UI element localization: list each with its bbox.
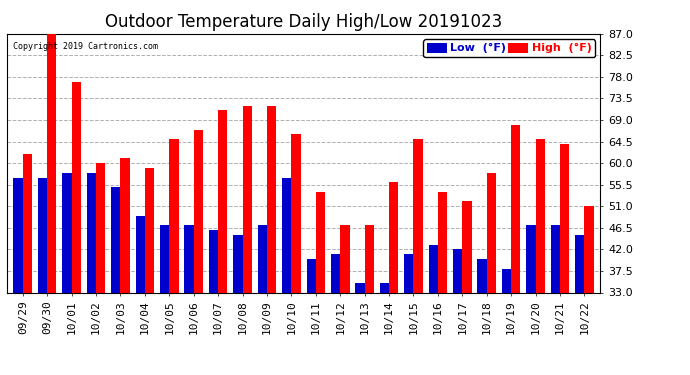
Bar <box>243 106 252 292</box>
Bar <box>233 235 243 292</box>
Bar <box>511 125 520 292</box>
Bar <box>184 225 194 292</box>
Bar <box>23 153 32 292</box>
Bar <box>560 144 569 292</box>
Bar <box>14 177 23 292</box>
Bar <box>526 225 535 292</box>
Bar <box>121 158 130 292</box>
Bar <box>62 173 72 292</box>
Bar <box>462 201 471 292</box>
Bar <box>364 225 374 292</box>
Legend: Low  (°F), High  (°F): Low (°F), High (°F) <box>423 39 595 57</box>
Bar <box>111 187 121 292</box>
Bar <box>316 192 325 292</box>
Bar <box>218 110 228 292</box>
Text: Copyright 2019 Cartronics.com: Copyright 2019 Cartronics.com <box>13 42 158 51</box>
Bar <box>306 259 316 292</box>
Bar <box>257 225 267 292</box>
Bar <box>389 182 398 292</box>
Bar <box>486 173 496 292</box>
Bar <box>404 254 413 292</box>
Bar <box>502 268 511 292</box>
Bar <box>340 225 350 292</box>
Bar <box>72 82 81 292</box>
Bar <box>477 259 486 292</box>
Bar <box>282 177 291 292</box>
Bar <box>575 235 584 292</box>
Bar <box>438 192 447 292</box>
Bar <box>331 254 340 292</box>
Bar <box>355 283 364 292</box>
Bar <box>380 283 389 292</box>
Bar <box>169 139 179 292</box>
Title: Outdoor Temperature Daily High/Low 20191023: Outdoor Temperature Daily High/Low 20191… <box>105 13 502 31</box>
Bar <box>87 173 96 292</box>
Bar <box>194 130 203 292</box>
Bar <box>160 225 169 292</box>
Bar <box>47 29 57 292</box>
Bar <box>136 216 145 292</box>
Bar <box>291 134 301 292</box>
Bar <box>209 230 218 292</box>
Bar <box>584 206 593 292</box>
Bar <box>551 225 560 292</box>
Bar <box>38 177 47 292</box>
Bar <box>535 139 545 292</box>
Bar <box>413 139 423 292</box>
Bar <box>96 163 106 292</box>
Bar <box>267 106 276 292</box>
Bar <box>453 249 462 292</box>
Bar <box>428 244 438 292</box>
Bar <box>145 168 154 292</box>
